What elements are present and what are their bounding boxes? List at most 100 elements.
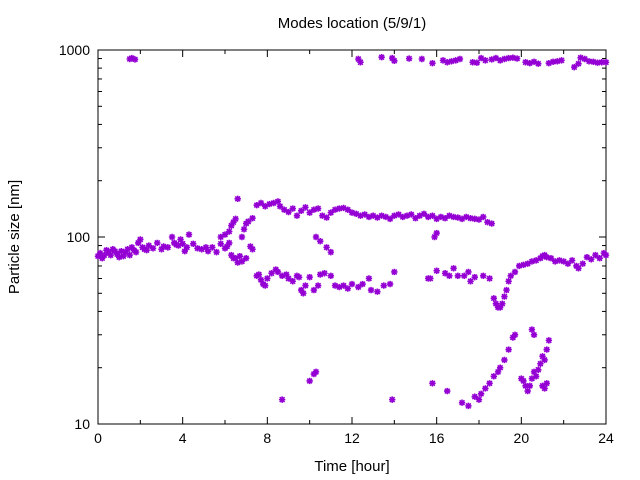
data-point — [361, 211, 368, 218]
data-point — [380, 282, 387, 289]
data-point — [149, 245, 157, 252]
data-point — [444, 59, 451, 66]
data-point — [217, 233, 224, 241]
data-point — [321, 270, 328, 277]
data-point — [298, 207, 305, 215]
data-point — [441, 270, 449, 277]
data-point — [353, 210, 360, 218]
data-point — [446, 212, 453, 219]
data-point — [480, 272, 487, 280]
data-point — [535, 366, 542, 373]
data-point — [389, 396, 396, 403]
data-point — [552, 258, 559, 265]
data-point — [115, 253, 123, 261]
data-point — [391, 268, 398, 276]
data-point — [118, 247, 125, 255]
x-tick-label: 12 — [344, 430, 360, 446]
data-point — [590, 58, 597, 65]
data-point — [537, 360, 544, 367]
data-point — [194, 245, 201, 252]
data-point — [285, 208, 292, 216]
data-point — [232, 215, 239, 223]
data-point — [471, 393, 478, 400]
data-point — [378, 54, 385, 61]
data-point — [253, 201, 260, 209]
data-point — [524, 387, 531, 395]
data-point — [535, 60, 542, 67]
y-tick-label: 10 — [74, 416, 90, 432]
data-point — [431, 233, 438, 241]
data-point — [223, 243, 231, 250]
data-point — [541, 385, 548, 392]
data-point — [499, 300, 506, 307]
data-point — [126, 251, 133, 259]
data-point — [490, 295, 498, 302]
data-point — [234, 259, 241, 266]
data-point — [441, 215, 449, 222]
data-point — [577, 54, 584, 61]
data-point — [532, 373, 540, 380]
data-point — [365, 275, 373, 282]
data-point — [446, 272, 453, 280]
x-tick-label: 16 — [429, 430, 445, 446]
data-point — [501, 356, 508, 364]
data-point — [456, 55, 464, 63]
data-point — [465, 268, 472, 276]
data-point — [302, 282, 309, 289]
data-point — [420, 210, 428, 218]
data-point — [416, 212, 423, 219]
data-point — [511, 331, 519, 338]
data-point — [509, 334, 517, 341]
data-point — [429, 212, 436, 219]
data-point — [217, 240, 224, 247]
x-tick-label: 24 — [598, 430, 614, 446]
data-point — [575, 265, 582, 272]
data-point — [367, 286, 375, 294]
data-point — [344, 206, 351, 213]
data-point — [257, 199, 265, 207]
data-point — [278, 272, 286, 280]
y-tick-label: 100 — [67, 229, 91, 245]
data-point — [190, 240, 197, 247]
data-point — [492, 300, 500, 307]
data-point — [369, 212, 377, 219]
data-point — [501, 293, 508, 300]
data-point — [471, 215, 478, 223]
data-point — [386, 215, 394, 223]
data-point — [154, 239, 161, 247]
data-point — [509, 54, 517, 61]
data-point — [602, 251, 610, 259]
data-point — [520, 377, 527, 385]
data-point — [475, 216, 483, 223]
data-point — [473, 59, 481, 66]
data-point — [433, 215, 440, 223]
data-point — [257, 276, 265, 284]
data-point — [568, 257, 576, 264]
x-tick-label: 4 — [179, 430, 187, 446]
data-point — [418, 55, 426, 63]
data-point — [300, 290, 307, 297]
data-point — [302, 204, 309, 211]
data-point — [513, 55, 521, 62]
data-point — [348, 280, 356, 288]
data-point — [511, 268, 519, 276]
data-point — [545, 337, 553, 344]
data-point — [530, 331, 538, 338]
data-point — [365, 213, 373, 221]
data-point — [327, 272, 335, 280]
data-point — [331, 206, 339, 213]
data-point — [564, 260, 572, 267]
data-point — [202, 244, 210, 251]
data-point — [278, 396, 286, 403]
data-point — [382, 213, 390, 221]
y-axis-label: Particle size [nm] — [6, 180, 23, 294]
data-point — [141, 246, 148, 253]
data-point — [437, 213, 445, 221]
data-point — [460, 272, 468, 280]
data-point — [405, 55, 413, 62]
data-point — [107, 251, 114, 259]
data-point — [471, 273, 478, 281]
data-points — [94, 54, 610, 410]
data-point — [221, 231, 229, 238]
data-point — [450, 265, 457, 272]
